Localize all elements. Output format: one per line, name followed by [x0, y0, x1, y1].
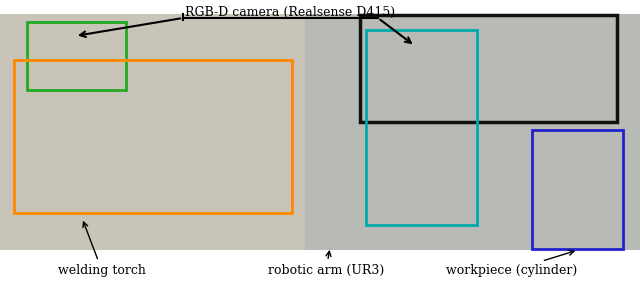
- Text: robotic arm (UR3): robotic arm (UR3): [268, 251, 384, 277]
- Bar: [532, 130, 623, 249]
- Text: welding torch: welding torch: [58, 222, 146, 277]
- Bar: [366, 30, 477, 225]
- Text: RGB-D camera (Realsense D415): RGB-D camera (Realsense D415): [185, 6, 395, 19]
- Bar: [360, 15, 617, 122]
- Bar: [305, 14, 640, 250]
- Bar: [0, 14, 305, 250]
- Bar: [14, 60, 292, 213]
- Text: workpiece (cylinder): workpiece (cylinder): [446, 250, 577, 277]
- Bar: [27, 22, 126, 90]
